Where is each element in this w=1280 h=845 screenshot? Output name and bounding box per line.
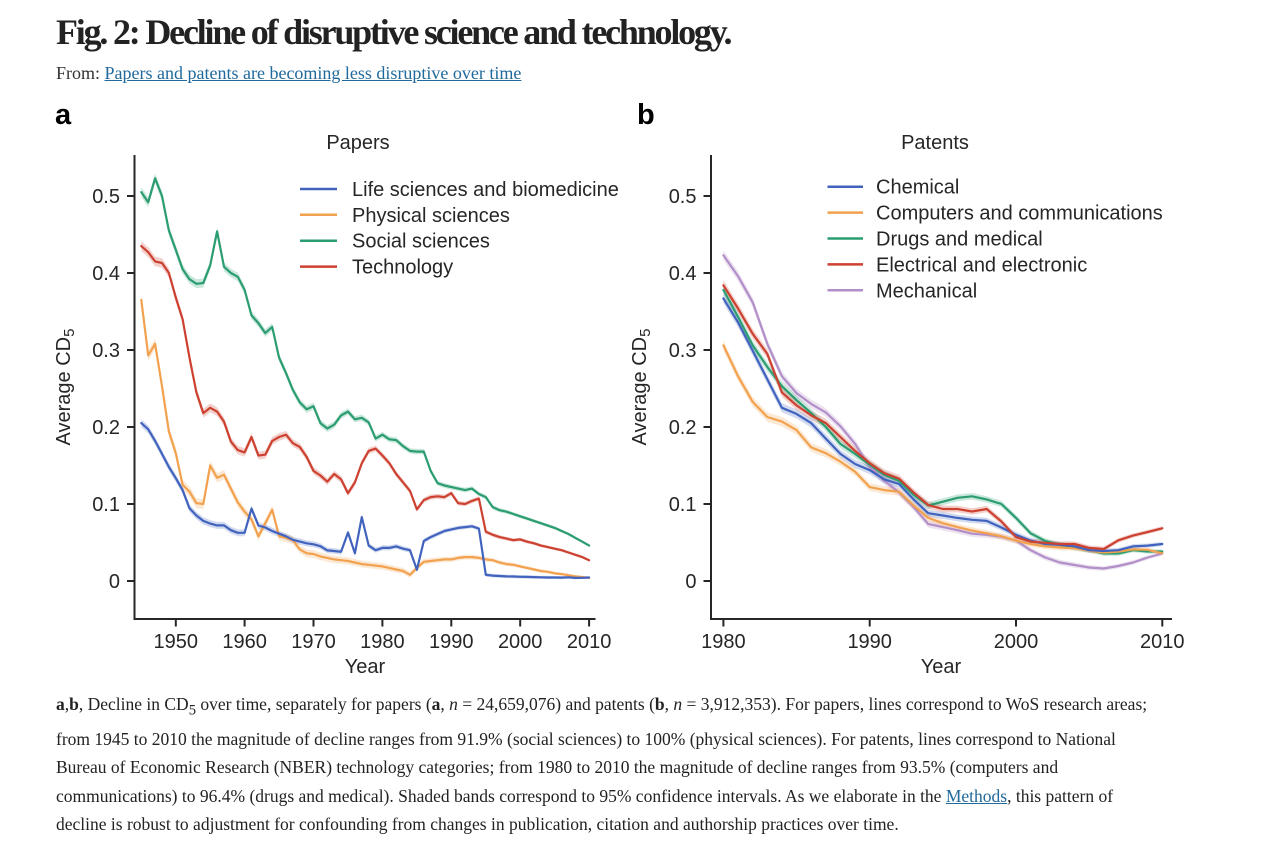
svg-text:Average CD5: Average CD5 — [53, 329, 78, 446]
svg-text:2010: 2010 — [1140, 631, 1185, 653]
svg-text:Computers and communications: Computers and communications — [876, 203, 1163, 225]
svg-text:Technology: Technology — [352, 257, 453, 279]
svg-text:a: a — [55, 99, 72, 131]
svg-text:0.1: 0.1 — [669, 494, 697, 516]
svg-text:Drugs and medical: Drugs and medical — [876, 229, 1043, 251]
svg-text:1970: 1970 — [291, 631, 336, 653]
svg-text:Year: Year — [921, 656, 962, 678]
svg-text:1960: 1960 — [222, 631, 267, 653]
svg-text:2000: 2000 — [498, 631, 543, 653]
svg-text:0.3: 0.3 — [92, 340, 120, 362]
svg-text:Patents: Patents — [901, 132, 969, 154]
svg-text:0.5: 0.5 — [92, 186, 120, 208]
svg-text:2000: 2000 — [994, 631, 1039, 653]
svg-text:Year: Year — [345, 656, 386, 678]
svg-text:0.3: 0.3 — [669, 340, 697, 362]
svg-text:0.4: 0.4 — [92, 263, 120, 285]
svg-text:Average CD5: Average CD5 — [629, 329, 654, 446]
svg-text:0.5: 0.5 — [669, 186, 697, 208]
svg-text:Social sciences: Social sciences — [352, 231, 490, 253]
svg-text:Papers: Papers — [326, 132, 389, 154]
svg-text:Mechanical: Mechanical — [876, 280, 977, 302]
svg-text:1980: 1980 — [360, 631, 405, 653]
svg-text:1990: 1990 — [429, 631, 474, 653]
svg-text:Physical sciences: Physical sciences — [352, 205, 510, 227]
svg-text:2010: 2010 — [567, 631, 612, 653]
svg-text:1950: 1950 — [154, 631, 199, 653]
svg-text:Electrical and electronic: Electrical and electronic — [876, 254, 1087, 276]
svg-text:0.1: 0.1 — [92, 494, 120, 516]
svg-text:0.2: 0.2 — [669, 417, 697, 439]
svg-text:1980: 1980 — [701, 631, 746, 653]
svg-text:Life sciences and biomedicine: Life sciences and biomedicine — [352, 179, 619, 201]
svg-text:b: b — [637, 99, 655, 131]
svg-text:Chemical: Chemical — [876, 177, 959, 199]
svg-text:0: 0 — [109, 571, 120, 593]
svg-text:0.2: 0.2 — [92, 417, 120, 439]
svg-text:1990: 1990 — [847, 631, 892, 653]
svg-text:0.4: 0.4 — [669, 263, 697, 285]
svg-text:0: 0 — [685, 571, 696, 593]
